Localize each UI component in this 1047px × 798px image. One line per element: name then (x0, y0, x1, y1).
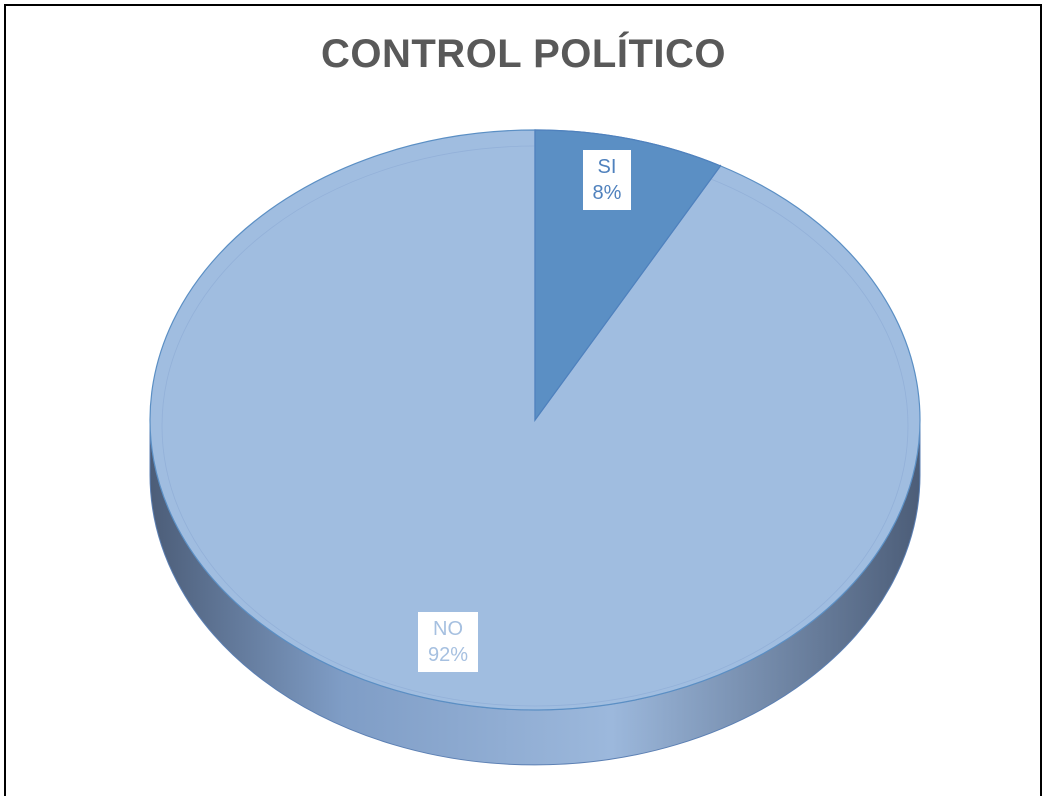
data-label-si-value: 8% (592, 182, 622, 204)
chart-title: CONTROL POLÍTICO (320, 32, 727, 76)
pie-slice-si-top (534, 129, 722, 422)
data-label-si-name: SI (597, 156, 617, 178)
data-label-no: NO 92% (418, 612, 478, 672)
data-label-si: SI 8% (583, 150, 631, 210)
data-label-no-name: NO (433, 618, 463, 640)
data-label-no-value: 92% (427, 644, 469, 666)
